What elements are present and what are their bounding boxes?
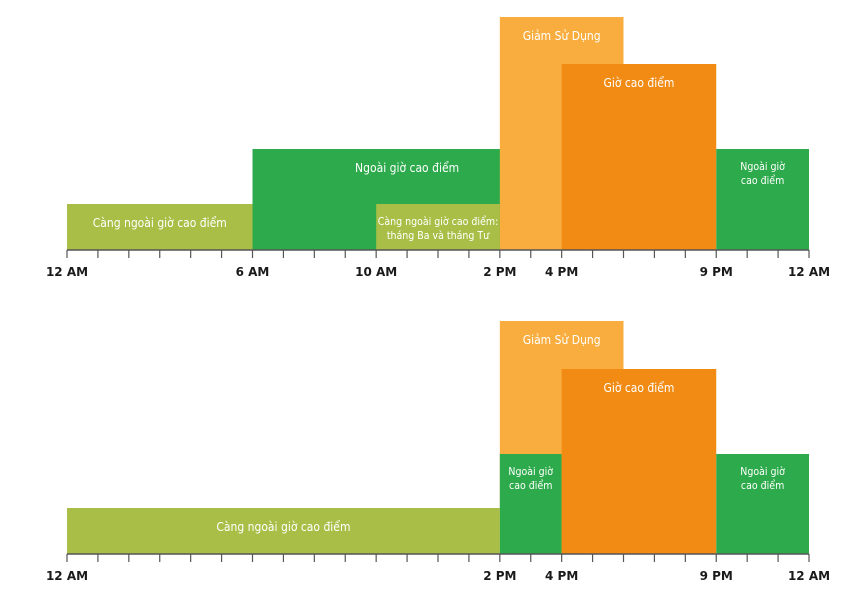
block-label-super-off-peak: Càng ngoài giờ cao điểm [93, 216, 227, 230]
block-super-off-peak: Càng ngoài giờ cao điểm [67, 508, 500, 554]
x-tick-label: 12 AM [46, 265, 88, 279]
x-tick-label: 4 PM [545, 265, 578, 279]
block-peak: Giờ cao điểm [561, 64, 717, 250]
block-label-super-off-peak-mar-apr: Càng ngoài giờ cao điểm: [378, 215, 499, 228]
block-super-off-peak: Càng ngoài giờ cao điểm [67, 204, 253, 250]
block-rect-super-off-peak [67, 204, 253, 250]
block-rect-super-off-peak [67, 508, 500, 554]
x-tick-label: 2 PM [483, 265, 516, 279]
chart-bottom: Càng ngoài giờ cao điểm Giảm Sử Dụng Ngoài… [46, 321, 830, 583]
block-super-off-peak-mar-apr: Càng ngoài giờ cao điểm: tháng Ba và thán… [376, 204, 500, 250]
block-peak: Giờ cao điểm [561, 369, 717, 554]
block-label-peak: Giờ cao điểm [603, 76, 674, 90]
block-rect-off-peak-evening [716, 149, 809, 250]
x-tick-label: 9 PM [700, 569, 733, 583]
chart-top: Càng ngoài giờ cao điểm Ngoài giờ cao điể… [46, 17, 830, 279]
block-label-off-peak: Ngoài giờ cao điểm [355, 161, 459, 175]
block-label-reduce-use: Giảm Sử Dụng [523, 29, 601, 43]
block-rect-off-peak-evening [716, 454, 809, 554]
block-label-super-off-peak-mar-apr: tháng Ba và tháng Tư [387, 230, 490, 242]
block-rect-peak [561, 64, 717, 250]
block-label-off-peak-evening: Ngoài giờ [740, 161, 785, 173]
x-tick-label: 12 AM [788, 569, 830, 583]
block-label-reduce-use: Giảm Sử Dụng [523, 333, 601, 347]
block-label-off-peak-afternoon: cao điểm [509, 479, 552, 492]
block-label-peak: Giờ cao điểm [603, 381, 674, 395]
block-label-off-peak-evening: cao điểm [741, 479, 784, 492]
block-rect-peak [561, 369, 717, 554]
x-tick-label: 12 AM [788, 265, 830, 279]
x-tick-label: 12 AM [46, 569, 88, 583]
block-label-off-peak-afternoon: Ngoài giờ [508, 466, 553, 478]
block-label-off-peak-evening: cao điểm [741, 174, 784, 187]
x-tick-label: 10 AM [355, 265, 397, 279]
block-label-super-off-peak: Càng ngoài giờ cao điểm [216, 520, 350, 534]
x-tick-label: 6 AM [236, 265, 270, 279]
block-rect-off-peak-afternoon [499, 454, 562, 554]
block-label-off-peak-evening: Ngoài giờ [740, 466, 785, 478]
block-rect-super-off-peak-mar-apr [376, 204, 500, 250]
x-tick-label: 4 PM [545, 569, 578, 583]
x-tick-label: 2 PM [483, 569, 516, 583]
x-tick-label: 9 PM [700, 265, 733, 279]
